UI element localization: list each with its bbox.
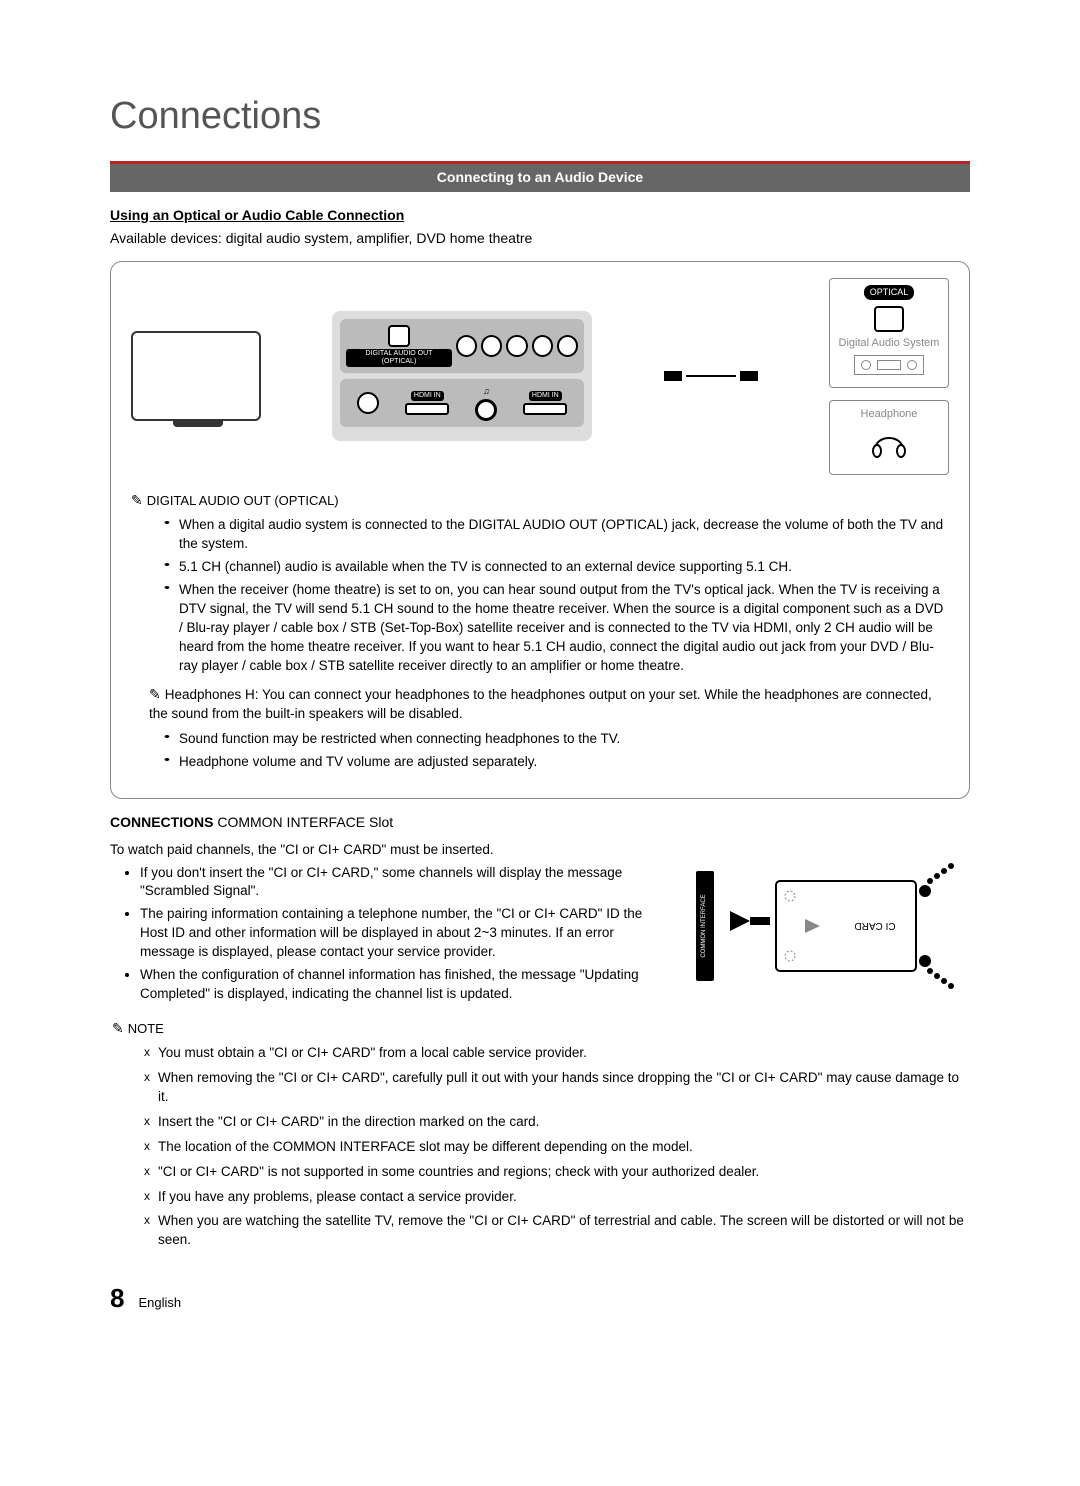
hand-icon [919,863,954,897]
bullet-item: 5.1 CH (channel) audio is available when… [165,558,949,577]
bullet-item: When the receiver (home theatre) is set … [165,581,949,675]
note-item: "CI or CI+ CARD" is not supported in som… [144,1163,970,1182]
slot-label: COMMON INTERFACE [701,894,707,957]
bullet-item: Headphone volume and TV volume are adjus… [165,753,949,772]
page: Connections Connecting to an Audio Devic… [0,0,1080,1357]
hdmi-port-icon [523,403,567,415]
hdmi-label: HDMI IN [529,391,562,401]
headphone-port-symbol: ♫ [483,385,490,398]
speaker-icon [907,360,917,370]
available-devices: Available devices: digital audio system,… [110,229,970,249]
amp-icon [854,355,924,375]
audio-port-icon [481,335,502,357]
arrow-icon [730,911,750,931]
optical-port-icon [388,325,410,347]
digital-audio-system: OPTICAL Digital Audio System [829,278,949,388]
ci-card-diagram: COMMON INTERFACE CI CARD [680,841,970,1011]
note-item: Insert the "CI or CI+ CARD" in the direc… [144,1113,970,1132]
headphones-icon [869,424,909,458]
rf-port-icon [357,392,379,414]
ci-heading-bold: CONNECTIONS [110,814,213,830]
page-number: 8 [110,1280,124,1316]
note-item: When removing the "CI or CI+ CARD", care… [144,1069,970,1107]
bullet-item: Sound function may be restricted when co… [165,730,949,749]
audio-port-icon [456,335,477,357]
headphone-bullets: Sound function may be restricted when co… [131,730,949,772]
page-footer: 8 English [110,1280,970,1316]
amp-body-icon [877,360,901,370]
device-stack: OPTICAL Digital Audio System Headphone [829,278,949,475]
audio-out-heading: DIGITAL AUDIO OUT (OPTICAL) [131,491,949,511]
ci-text: To watch paid channels, the "CI or CI+ C… [110,841,660,1011]
optical-jack-icon [874,306,904,332]
audio-out-bullets: When a digital audio system is connected… [131,516,949,675]
language-label: English [138,1294,181,1312]
hdmi-label: HDMI IN [411,391,444,401]
optical-port-label: DIGITAL AUDIO OUT (OPTICAL) [346,349,451,366]
device-name: Digital Audio System [834,336,944,351]
headphone-note: Headphones H: You can connect your headp… [149,685,949,724]
bullet-item: When the configuration of channel inform… [140,966,660,1004]
bullet-item: The pairing information containing a tel… [140,905,660,962]
device-name: Headphone [834,407,944,422]
tv-back-panel: DIGITAL AUDIO OUT (OPTICAL) HDMI IN [332,311,592,441]
ci-intro: To watch paid channels, the "CI or CI+ C… [110,841,660,860]
note-list: You must obtain a "CI or CI+ CARD" from … [110,1044,970,1250]
note-item: If you have any problems, please contact… [144,1188,970,1207]
connection-diagram: DIGITAL AUDIO OUT (OPTICAL) HDMI IN [131,278,949,475]
note-item: When you are watching the satellite TV, … [144,1212,970,1250]
hand-icon [919,955,954,989]
hdmi-port-icon [405,403,449,415]
diagram-container: DIGITAL AUDIO OUT (OPTICAL) HDMI IN [110,261,970,799]
pencil-icon [131,493,147,508]
component-port-icon [506,335,527,357]
ci-heading: CONNECTIONS COMMON INTERFACE Slot [110,813,970,833]
optical-label: OPTICAL [864,285,915,300]
optical-cable-icon [664,371,758,381]
page-title: Connections [110,90,970,143]
tv-icon [131,331,261,421]
component-port-icon [557,335,578,357]
note-item: The location of the COMMON INTERFACE slo… [144,1138,970,1157]
card-label: CI CARD [854,920,895,931]
panel-row-bottom: HDMI IN ♫ HDMI IN [340,379,584,428]
headphone-device: Headphone [829,400,949,475]
bullet-item: If you don't insert the "CI or CI+ CARD,… [140,864,660,902]
ci-heading-rest: COMMON INTERFACE Slot [213,814,393,830]
plug-icon [740,371,758,381]
note-item: You must obtain a "CI or CI+ CARD" from … [144,1044,970,1063]
ci-row: To watch paid channels, the "CI or CI+ C… [110,841,970,1011]
component-port-icon [532,335,553,357]
pencil-icon [112,1021,128,1036]
subheading: Using an Optical or Audio Cable Connecti… [110,206,970,226]
pencil-icon [149,687,165,702]
ci-bullets: If you don't insert the "CI or CI+ CARD,… [110,864,660,1004]
headphone-port-icon [475,399,497,421]
section-bar: Connecting to an Audio Device [110,161,970,192]
wire-icon [686,375,736,377]
panel-row-top: DIGITAL AUDIO OUT (OPTICAL) [340,319,584,372]
note-heading: NOTE [112,1019,970,1039]
speaker-icon [861,360,871,370]
plug-icon [664,371,682,381]
bullet-item: When a digital audio system is connected… [165,516,949,554]
